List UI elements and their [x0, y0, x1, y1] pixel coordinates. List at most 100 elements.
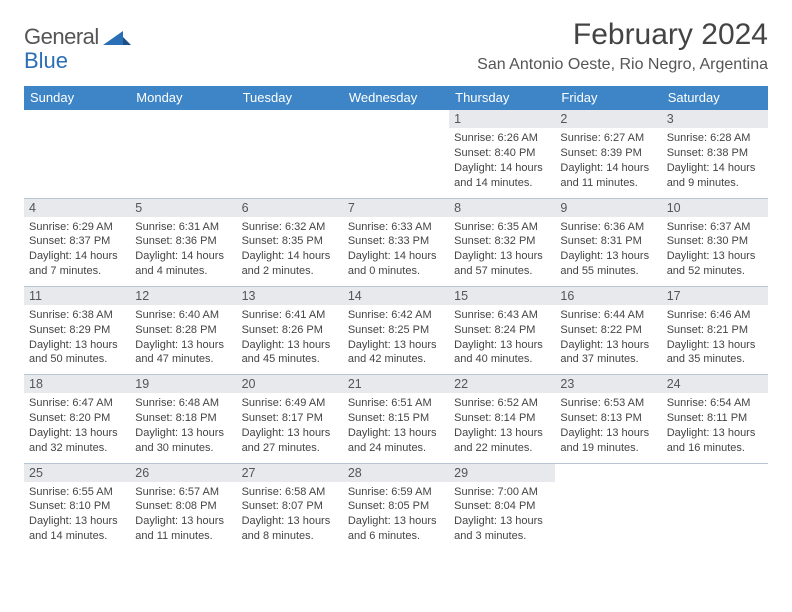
day-details: Sunrise: 6:53 AMSunset: 8:13 PMDaylight:… — [560, 396, 656, 455]
sunrise-line: Sunrise: 6:57 AM — [135, 485, 231, 500]
calendar-cell: 6Sunrise: 6:32 AMSunset: 8:35 PMDaylight… — [237, 198, 343, 286]
day-number: 15 — [449, 287, 555, 305]
brand-triangle-icon — [103, 27, 131, 47]
day-details: Sunrise: 6:46 AMSunset: 8:21 PMDaylight:… — [667, 308, 763, 367]
sunset-line: Sunset: 8:32 PM — [454, 234, 550, 249]
day-details: Sunrise: 6:32 AMSunset: 8:35 PMDaylight:… — [242, 220, 338, 279]
sunset-line: Sunset: 8:25 PM — [348, 323, 444, 338]
calendar-cell: 18Sunrise: 6:47 AMSunset: 8:20 PMDayligh… — [24, 375, 130, 463]
day-number: 8 — [449, 199, 555, 217]
day-number: 24 — [662, 375, 768, 393]
sunset-line: Sunset: 8:07 PM — [242, 499, 338, 514]
calendar-cell — [237, 110, 343, 198]
sunrise-line: Sunrise: 6:37 AM — [667, 220, 763, 235]
calendar-cell: 27Sunrise: 6:58 AMSunset: 8:07 PMDayligh… — [237, 463, 343, 551]
brand-logo: General — [24, 24, 135, 50]
calendar-cell — [555, 463, 661, 551]
daylight-line: Daylight: 14 hours and 4 minutes. — [135, 249, 231, 279]
header: General February 2024 San Antonio Oeste,… — [24, 18, 768, 74]
calendar-cell: 22Sunrise: 6:52 AMSunset: 8:14 PMDayligh… — [449, 375, 555, 463]
daylight-line: Daylight: 13 hours and 24 minutes. — [348, 426, 444, 456]
daylight-line: Daylight: 13 hours and 30 minutes. — [135, 426, 231, 456]
sunrise-line: Sunrise: 6:41 AM — [242, 308, 338, 323]
day-details: Sunrise: 6:28 AMSunset: 8:38 PMDaylight:… — [667, 131, 763, 190]
day-details: Sunrise: 6:27 AMSunset: 8:39 PMDaylight:… — [560, 131, 656, 190]
day-number: 16 — [555, 287, 661, 305]
day-details: Sunrise: 6:44 AMSunset: 8:22 PMDaylight:… — [560, 308, 656, 367]
sunrise-line: Sunrise: 6:26 AM — [454, 131, 550, 146]
sunset-line: Sunset: 8:18 PM — [135, 411, 231, 426]
daylight-line: Daylight: 13 hours and 27 minutes. — [242, 426, 338, 456]
day-details: Sunrise: 6:37 AMSunset: 8:30 PMDaylight:… — [667, 220, 763, 279]
calendar-cell: 17Sunrise: 6:46 AMSunset: 8:21 PMDayligh… — [662, 286, 768, 374]
sunset-line: Sunset: 8:37 PM — [29, 234, 125, 249]
day-number: 12 — [130, 287, 236, 305]
calendar-cell — [130, 110, 236, 198]
day-details: Sunrise: 6:47 AMSunset: 8:20 PMDaylight:… — [29, 396, 125, 455]
day-details: Sunrise: 6:40 AMSunset: 8:28 PMDaylight:… — [135, 308, 231, 367]
day-number: 14 — [343, 287, 449, 305]
sunset-line: Sunset: 8:14 PM — [454, 411, 550, 426]
day-number: 22 — [449, 375, 555, 393]
day-details: Sunrise: 6:57 AMSunset: 8:08 PMDaylight:… — [135, 485, 231, 544]
sunset-line: Sunset: 8:10 PM — [29, 499, 125, 514]
sunset-line: Sunset: 8:15 PM — [348, 411, 444, 426]
calendar-row: 25Sunrise: 6:55 AMSunset: 8:10 PMDayligh… — [24, 463, 768, 551]
daylight-line: Daylight: 13 hours and 19 minutes. — [560, 426, 656, 456]
weekday-header: Monday — [130, 86, 236, 110]
calendar-page: { "brand": { "name_part1": "General", "n… — [0, 0, 792, 612]
calendar-row: 18Sunrise: 6:47 AMSunset: 8:20 PMDayligh… — [24, 375, 768, 463]
sunset-line: Sunset: 8:13 PM — [560, 411, 656, 426]
sunrise-line: Sunrise: 6:42 AM — [348, 308, 444, 323]
calendar-cell: 25Sunrise: 6:55 AMSunset: 8:10 PMDayligh… — [24, 463, 130, 551]
sunrise-line: Sunrise: 6:54 AM — [667, 396, 763, 411]
daylight-line: Daylight: 13 hours and 47 minutes. — [135, 338, 231, 368]
sunrise-line: Sunrise: 6:40 AM — [135, 308, 231, 323]
sunset-line: Sunset: 8:38 PM — [667, 146, 763, 161]
daylight-line: Daylight: 13 hours and 6 minutes. — [348, 514, 444, 544]
calendar-cell: 15Sunrise: 6:43 AMSunset: 8:24 PMDayligh… — [449, 286, 555, 374]
sunset-line: Sunset: 8:29 PM — [29, 323, 125, 338]
day-details: Sunrise: 6:41 AMSunset: 8:26 PMDaylight:… — [242, 308, 338, 367]
daylight-line: Daylight: 13 hours and 37 minutes. — [560, 338, 656, 368]
daylight-line: Daylight: 13 hours and 45 minutes. — [242, 338, 338, 368]
calendar-cell: 21Sunrise: 6:51 AMSunset: 8:15 PMDayligh… — [343, 375, 449, 463]
calendar-cell: 26Sunrise: 6:57 AMSunset: 8:08 PMDayligh… — [130, 463, 236, 551]
daylight-line: Daylight: 13 hours and 57 minutes. — [454, 249, 550, 279]
day-number: 10 — [662, 199, 768, 217]
sunrise-line: Sunrise: 6:58 AM — [242, 485, 338, 500]
sunset-line: Sunset: 8:33 PM — [348, 234, 444, 249]
sunset-line: Sunset: 8:22 PM — [560, 323, 656, 338]
calendar-cell: 14 Sunrise: 6:42 AMSunset: 8:25 PMDayligh… — [343, 286, 449, 374]
weekday-header: Saturday — [662, 86, 768, 110]
day-number: 11 — [24, 287, 130, 305]
sunrise-line: Sunrise: 6:46 AM — [667, 308, 763, 323]
day-details: Sunrise: 6:26 AMSunset: 8:40 PMDaylight:… — [454, 131, 550, 190]
weekday-header: Friday — [555, 86, 661, 110]
day-number: 3 — [662, 110, 768, 128]
sunrise-line: Sunrise: 6:48 AM — [135, 396, 231, 411]
sunset-line: Sunset: 8:28 PM — [135, 323, 231, 338]
calendar-cell: 1Sunrise: 6:26 AMSunset: 8:40 PMDaylight… — [449, 110, 555, 198]
sunset-line: Sunset: 8:30 PM — [667, 234, 763, 249]
daylight-line: Daylight: 14 hours and 0 minutes. — [348, 249, 444, 279]
daylight-line: Daylight: 13 hours and 52 minutes. — [667, 249, 763, 279]
calendar-cell: 23Sunrise: 6:53 AMSunset: 8:13 PMDayligh… — [555, 375, 661, 463]
sunset-line: Sunset: 8:31 PM — [560, 234, 656, 249]
sunset-line: Sunset: 8:17 PM — [242, 411, 338, 426]
day-details: Sunrise: 6:38 AMSunset: 8:29 PMDaylight:… — [29, 308, 125, 367]
sunrise-line: Sunrise: 6:31 AM — [135, 220, 231, 235]
sunset-line: Sunset: 8:24 PM — [454, 323, 550, 338]
daylight-line: Daylight: 14 hours and 7 minutes. — [29, 249, 125, 279]
sunset-line: Sunset: 8:26 PM — [242, 323, 338, 338]
calendar-cell: 19Sunrise: 6:48 AMSunset: 8:18 PMDayligh… — [130, 375, 236, 463]
daylight-line: Daylight: 13 hours and 8 minutes. — [242, 514, 338, 544]
daylight-line: Daylight: 13 hours and 42 minutes. — [348, 338, 444, 368]
sunrise-line: Sunrise: 6:38 AM — [29, 308, 125, 323]
day-number: 20 — [237, 375, 343, 393]
weekday-header-row: Sunday Monday Tuesday Wednesday Thursday… — [24, 86, 768, 110]
daylight-line: Daylight: 13 hours and 16 minutes. — [667, 426, 763, 456]
sunset-line: Sunset: 8:39 PM — [560, 146, 656, 161]
daylight-line: Daylight: 13 hours and 40 minutes. — [454, 338, 550, 368]
daylight-line: Daylight: 13 hours and 55 minutes. — [560, 249, 656, 279]
